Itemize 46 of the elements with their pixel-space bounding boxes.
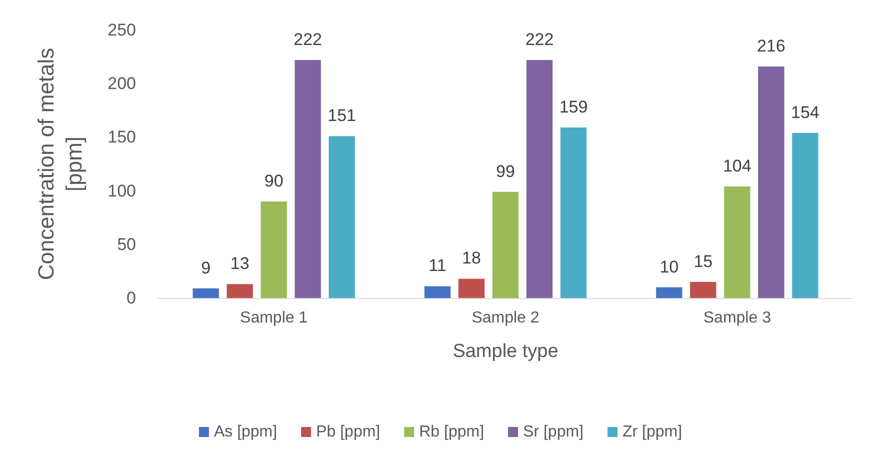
bar xyxy=(328,136,355,298)
data-label: 216 xyxy=(756,36,786,56)
legend-label: Sr [ppm] xyxy=(523,424,584,440)
bar xyxy=(792,132,818,298)
data-label: 18 xyxy=(462,248,481,268)
bar xyxy=(492,192,519,298)
y-tick-label: 50 xyxy=(117,234,136,254)
data-label: 13 xyxy=(230,254,250,274)
y-tick-label: 250 xyxy=(108,20,136,40)
bar xyxy=(690,282,716,298)
bar xyxy=(226,284,253,298)
bar xyxy=(192,288,219,298)
data-label: 151 xyxy=(328,106,356,126)
bar xyxy=(260,202,287,298)
legend-label: Zr [ppm] xyxy=(622,424,682,440)
y-axis-title: Concentration of metals [ppm] xyxy=(34,48,86,280)
y-tick-label: 100 xyxy=(108,181,136,200)
bar xyxy=(724,186,750,298)
data-label: 9 xyxy=(201,258,211,278)
data-label: 15 xyxy=(694,252,713,271)
y-tick-label: 200 xyxy=(108,74,136,94)
x-tick-label: Sample 2 xyxy=(472,310,540,326)
legend-label: Pb [ppm] xyxy=(316,424,380,440)
bar xyxy=(526,60,553,298)
data-label: 99 xyxy=(496,162,515,181)
x-tick-label: Sample 3 xyxy=(703,310,772,326)
data-label: 222 xyxy=(294,30,322,50)
data-label: 11 xyxy=(428,256,446,276)
y-tick-label: 0 xyxy=(126,288,136,308)
bar xyxy=(656,287,682,298)
data-label: 90 xyxy=(264,172,284,191)
bar xyxy=(560,128,587,298)
data-label: 104 xyxy=(722,156,752,176)
data-label: 159 xyxy=(559,98,588,117)
bar xyxy=(458,278,485,298)
bar xyxy=(424,286,451,298)
data-label: 222 xyxy=(525,30,554,50)
x-tick-label: Sample 1 xyxy=(240,310,308,326)
data-label: 10 xyxy=(660,257,679,276)
bar xyxy=(294,60,321,298)
data-label: 154 xyxy=(790,102,820,122)
x-axis-title: Sample type xyxy=(452,341,558,362)
bar xyxy=(758,66,784,298)
y-tick-label: 150 xyxy=(108,128,136,147)
legend-label: Rb [ppm] xyxy=(419,424,484,440)
legend-label: As [ppm] xyxy=(214,424,278,440)
